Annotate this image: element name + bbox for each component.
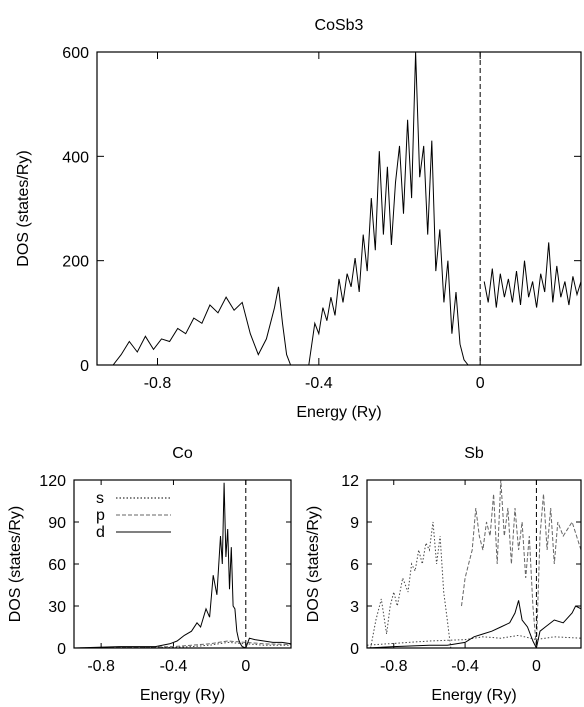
chart-panel-co: Co Energy (Ry) DOS (states/Ry) -0.8 -0.4 0 0 30… xyxy=(7,445,292,704)
y-tick-label: 400 xyxy=(62,149,89,166)
plot-frame xyxy=(73,479,292,649)
legend: spd xyxy=(96,490,171,541)
legend-label-p: p xyxy=(96,507,105,524)
y-axis-label: DOS (states/Ry) xyxy=(15,150,32,266)
legend-label-d: d xyxy=(96,524,105,541)
chart-panel-main: CoSb3 Energy (Ry) DOS (states/Ry) -0.8 -0.4 0… xyxy=(15,17,582,421)
plot-frame xyxy=(366,479,582,649)
x-axis-label: Energy (Ry) xyxy=(296,404,381,421)
y-tick-label: 30 xyxy=(48,599,66,616)
x-tick-label: -0.4 xyxy=(451,658,479,675)
x-tick-label: -0.4 xyxy=(305,375,333,392)
y-tick-label: 120 xyxy=(39,473,66,490)
series-line-2 xyxy=(483,242,581,308)
y-tick-label: 600 xyxy=(62,45,89,62)
x-tick-label: -0.8 xyxy=(380,658,408,675)
y-tick-label: 6 xyxy=(350,557,359,574)
data-layer xyxy=(367,480,581,648)
y-tick-label: 90 xyxy=(48,515,66,532)
data-layer xyxy=(74,482,291,648)
y-axis-label: DOS (states/Ry) xyxy=(7,506,24,622)
x-tick-label: 0 xyxy=(476,375,485,392)
series-line-0 xyxy=(370,521,452,648)
series-line-1 xyxy=(461,480,581,648)
y-tick-label: 3 xyxy=(350,599,359,616)
chart-panel-sb: Sb Energy (Ry) DOS (states/Ry) -0.8 -0.4 0 0 3 6… xyxy=(305,445,582,704)
y-tick-label: 12 xyxy=(341,473,359,490)
y-tick-label: 9 xyxy=(350,515,359,532)
x-axis-label: Energy (Ry) xyxy=(431,687,516,704)
chart-title: Co xyxy=(172,445,193,462)
series-line-1 xyxy=(308,52,481,365)
y-tick-label: 0 xyxy=(350,641,359,658)
series-line-0 xyxy=(112,286,292,365)
legend-label-s: s xyxy=(96,490,104,507)
y-axis-label: DOS (states/Ry) xyxy=(305,506,322,622)
y-tick-label: 0 xyxy=(57,641,66,658)
y-tick-label: 60 xyxy=(48,557,66,574)
series-line-3 xyxy=(367,600,581,648)
x-axis-label: Energy (Ry) xyxy=(140,687,225,704)
series-line-2 xyxy=(367,634,581,646)
x-tick-label: -0.8 xyxy=(87,658,115,675)
x-tick-label: 0 xyxy=(241,658,250,675)
data-layer xyxy=(112,52,581,365)
chart-title: Sb xyxy=(464,445,484,462)
series-line-d xyxy=(74,482,291,648)
y-tick-label: 0 xyxy=(80,358,89,375)
x-tick-label: -0.4 xyxy=(160,658,188,675)
x-tick-label: -0.8 xyxy=(144,375,172,392)
x-tick-label: 0 xyxy=(532,658,541,675)
plot-frame xyxy=(96,51,582,366)
y-tick-label: 200 xyxy=(62,254,89,271)
chart-title: CoSb3 xyxy=(315,17,364,34)
